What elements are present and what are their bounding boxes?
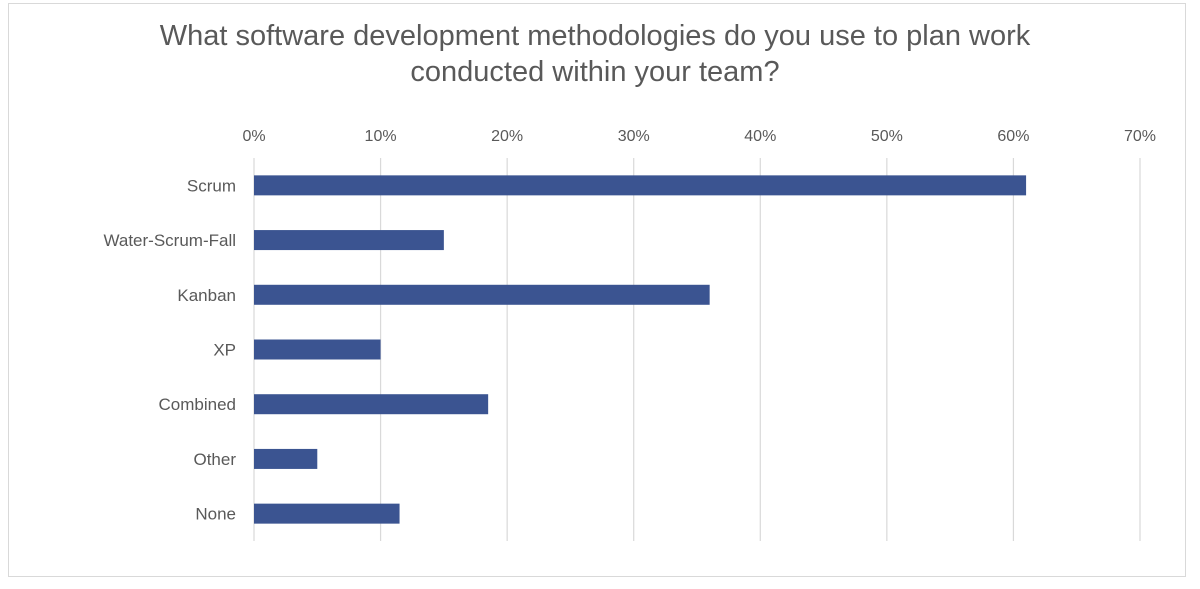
x-tick-label: 20%: [491, 128, 523, 145]
x-tick-labels: 0% 10% 20% 30% 40% 50% 60% 70%: [242, 128, 1156, 145]
category-label: Scrum: [187, 176, 236, 195]
bar: [254, 230, 444, 251]
bar: [254, 448, 318, 469]
bar: [254, 503, 400, 524]
category-label: Kanban: [177, 286, 236, 305]
category-label: None: [195, 505, 236, 524]
chart-title: What software development methodologies …: [159, 20, 1031, 88]
x-tick-label: 10%: [365, 128, 397, 145]
category-label: Water-Scrum-Fall: [103, 231, 236, 250]
category-labels: Scrum Water-Scrum-Fall Kanban XP Combined Oth…: [103, 176, 236, 523]
x-tick-label: 70%: [1124, 128, 1156, 145]
bars: [254, 175, 1027, 524]
x-tick-label: 40%: [744, 128, 776, 145]
x-tick-label: 60%: [997, 128, 1029, 145]
x-tick-label: 30%: [618, 128, 650, 145]
category-label: XP: [213, 341, 236, 360]
bar: [254, 175, 1027, 196]
category-label: Other: [193, 450, 236, 469]
bar: [254, 394, 489, 415]
x-tick-label: 0%: [242, 128, 265, 145]
x-tick-label: 50%: [871, 128, 903, 145]
gridlines: [253, 158, 1141, 541]
bar: [254, 339, 381, 360]
category-label: Combined: [159, 395, 237, 414]
bar: [254, 284, 710, 305]
